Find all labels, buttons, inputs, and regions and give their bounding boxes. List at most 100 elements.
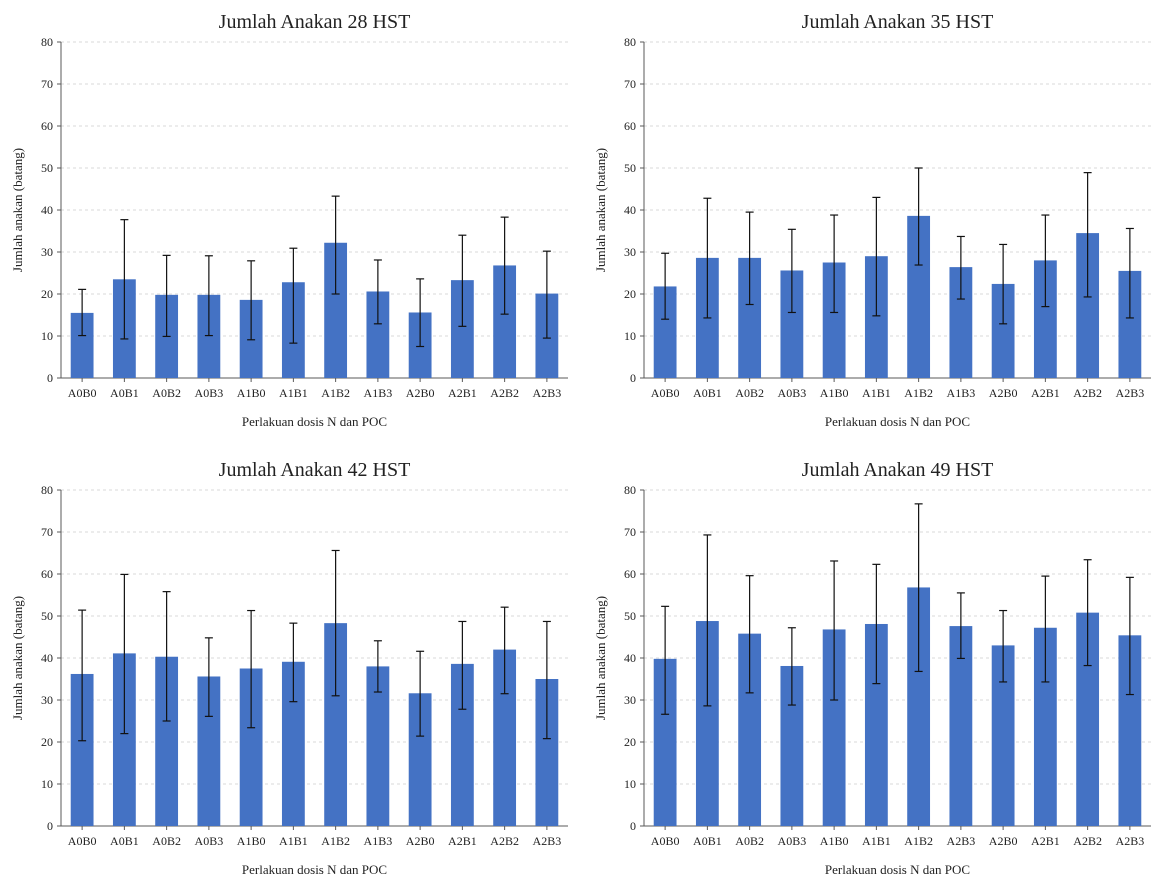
bar: [535, 679, 559, 826]
y-axis-label: Jumlah anakan (batang): [593, 148, 608, 272]
x-tick-label: A0B2: [152, 834, 181, 848]
bar: [738, 633, 762, 826]
x-tick-label: A0B0: [68, 834, 97, 848]
chart-title: Jumlah Anakan 35 HST: [802, 11, 994, 33]
chart-title: Jumlah Anakan 28 HST: [219, 11, 411, 33]
bar: [366, 666, 390, 826]
x-tick-label: A2B3: [947, 834, 976, 848]
x-tick-label: A0B3: [195, 834, 224, 848]
x-tick-label: A2B3: [1116, 386, 1145, 400]
x-tick-label: A0B0: [68, 386, 97, 400]
y-tick-label: 60: [624, 119, 636, 133]
bar: [450, 280, 474, 378]
bar: [281, 661, 305, 826]
y-tick-label: 70: [41, 525, 53, 539]
x-tick-label: A1B3: [947, 386, 976, 400]
x-tick-label: A0B3: [778, 834, 807, 848]
x-tick-label: A1B2: [904, 834, 933, 848]
bar: [324, 623, 348, 826]
x-tick-label: A0B1: [693, 834, 722, 848]
x-tick-label: A1B2: [321, 834, 350, 848]
bar: [493, 649, 517, 826]
x-tick-label: A0B0: [651, 834, 680, 848]
x-tick-label: A1B1: [862, 834, 891, 848]
x-tick-label: A1B0: [820, 834, 849, 848]
bar: [450, 663, 474, 826]
bar: [197, 294, 221, 378]
y-tick-label: 20: [624, 735, 636, 749]
x-axis-label: Perlakuan dosis N dan POC: [825, 414, 970, 429]
bar: [864, 256, 888, 378]
x-tick-label: A1B0: [820, 386, 849, 400]
y-tick-label: 30: [41, 245, 53, 259]
x-tick-label: A0B1: [110, 834, 139, 848]
chart-title: Jumlah Anakan 49 HST: [802, 459, 994, 481]
x-tick-label: A1B2: [321, 386, 350, 400]
x-tick-label: A0B3: [778, 386, 807, 400]
bar: [1033, 627, 1057, 826]
x-tick-label: A1B1: [279, 386, 308, 400]
bar: [695, 621, 719, 826]
x-tick-label: A0B2: [735, 834, 764, 848]
x-tick-label: A1B0: [237, 834, 266, 848]
chart-2: Jumlah Anakan 35 HST 0 10 20 30 40 50 60 70 80 A0B…: [593, 11, 1151, 429]
y-tick-label: 60: [41, 567, 53, 581]
y-tick-label: 50: [624, 161, 636, 175]
x-tick-label: A0B2: [735, 386, 764, 400]
bar: [239, 668, 263, 826]
bar: [822, 629, 846, 826]
x-tick-label: A2B3: [533, 386, 562, 400]
x-tick-label: A1B3: [364, 386, 393, 400]
bar: [324, 242, 348, 378]
x-tick-label: A0B0: [651, 386, 680, 400]
x-tick-label: A2B2: [490, 386, 519, 400]
bar: [1076, 233, 1100, 378]
x-tick-label: A2B0: [406, 386, 435, 400]
bar: [112, 653, 136, 826]
y-tick-label: 60: [624, 567, 636, 581]
bar: [1118, 270, 1142, 378]
bar: [408, 693, 432, 826]
x-tick-label: A0B2: [152, 386, 181, 400]
bar: [653, 658, 677, 826]
x-tick-label: A1B1: [862, 386, 891, 400]
bar: [907, 587, 931, 826]
x-tick-label: A1B1: [279, 834, 308, 848]
chart-1: Jumlah Anakan 28 HST 0 10 20 30 40 50 60 70 80 A0B…: [10, 11, 568, 429]
y-axis-label: Jumlah anakan (batang): [10, 596, 25, 720]
x-tick-label: A2B0: [406, 834, 435, 848]
bar: [780, 270, 804, 378]
bar: [197, 676, 221, 826]
bar: [991, 283, 1015, 378]
bar: [949, 267, 973, 378]
bar: [1076, 612, 1100, 826]
bar: [738, 257, 762, 378]
y-tick-label: 60: [41, 119, 53, 133]
x-tick-label: A2B3: [533, 834, 562, 848]
y-tick-label: 30: [41, 693, 53, 707]
y-tick-label: 50: [41, 609, 53, 623]
bar: [70, 673, 94, 826]
x-tick-label: A2B2: [1073, 834, 1102, 848]
x-tick-label: A0B3: [195, 386, 224, 400]
x-axis-label: Perlakuan dosis N dan POC: [242, 862, 387, 877]
x-tick-label: A2B2: [490, 834, 519, 848]
y-tick-label: 0: [47, 371, 53, 385]
chart-3: Jumlah Anakan 42 HST 0 10 20 30 40 50 60 70 80 A0B…: [10, 459, 568, 877]
x-tick-label: A2B1: [448, 386, 477, 400]
x-tick-label: A0B1: [693, 386, 722, 400]
bar: [780, 665, 804, 826]
y-tick-label: 80: [624, 483, 636, 497]
x-tick-label: A0B1: [110, 386, 139, 400]
y-tick-label: 10: [41, 329, 53, 343]
x-axis-label: Perlakuan dosis N dan POC: [825, 862, 970, 877]
x-tick-label: A2B0: [989, 386, 1018, 400]
bar: [366, 291, 390, 378]
y-tick-label: 50: [41, 161, 53, 175]
y-tick-label: 40: [624, 651, 636, 665]
x-tick-label: A2B1: [448, 834, 477, 848]
y-tick-label: 20: [624, 287, 636, 301]
y-tick-label: 20: [41, 735, 53, 749]
x-tick-label: A1B3: [364, 834, 393, 848]
